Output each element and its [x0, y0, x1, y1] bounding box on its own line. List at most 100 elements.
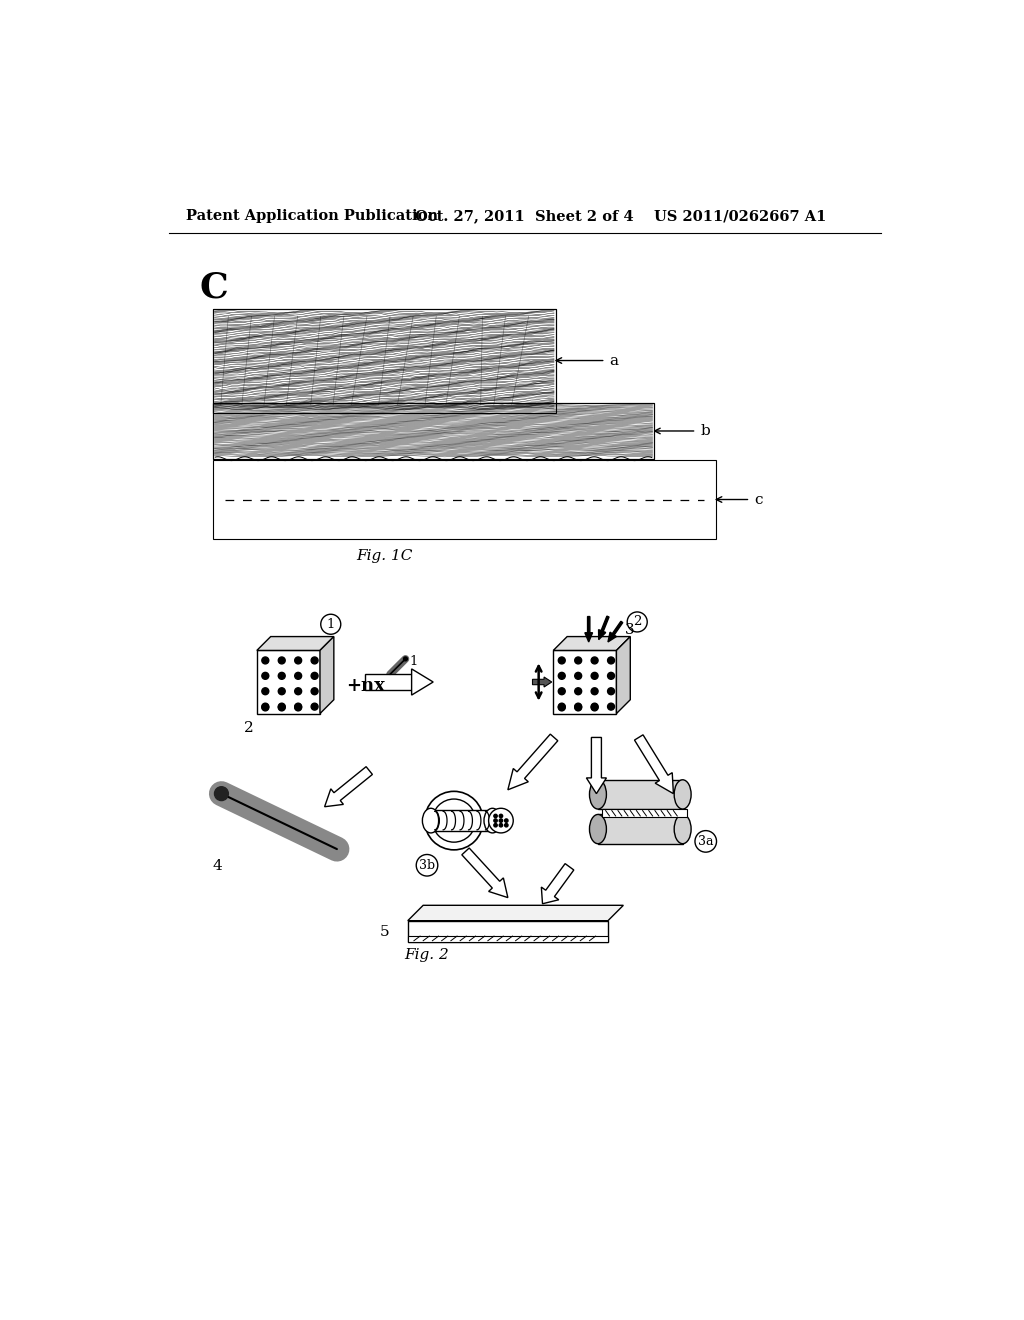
- Circle shape: [295, 704, 302, 710]
- Circle shape: [262, 672, 268, 680]
- Ellipse shape: [422, 808, 439, 833]
- Text: 3: 3: [625, 623, 635, 636]
- FancyArrow shape: [599, 616, 609, 640]
- Circle shape: [591, 704, 598, 711]
- Circle shape: [607, 657, 614, 664]
- Circle shape: [262, 657, 268, 664]
- Circle shape: [591, 657, 598, 664]
- Circle shape: [295, 657, 302, 664]
- FancyArrow shape: [587, 738, 606, 793]
- Circle shape: [500, 824, 503, 826]
- Bar: [602, 809, 686, 817]
- FancyArrow shape: [608, 622, 623, 642]
- Polygon shape: [553, 636, 631, 651]
- Bar: [213, 309, 556, 412]
- Text: Patent Application Publication: Patent Application Publication: [186, 209, 438, 223]
- Circle shape: [494, 824, 498, 826]
- Text: 1: 1: [327, 618, 335, 631]
- Circle shape: [558, 657, 565, 664]
- Circle shape: [488, 808, 513, 833]
- Bar: [598, 780, 683, 809]
- Bar: [213, 404, 654, 459]
- Text: c: c: [755, 492, 763, 507]
- Circle shape: [574, 688, 582, 694]
- Bar: [598, 814, 683, 843]
- Circle shape: [403, 657, 408, 661]
- Circle shape: [311, 688, 318, 694]
- Circle shape: [628, 612, 647, 632]
- Circle shape: [574, 704, 582, 711]
- Circle shape: [432, 799, 475, 842]
- Text: 3a: 3a: [698, 834, 714, 847]
- Circle shape: [311, 704, 318, 710]
- Circle shape: [500, 818, 503, 822]
- Circle shape: [500, 814, 503, 817]
- Circle shape: [416, 854, 438, 876]
- Text: 4: 4: [213, 859, 222, 873]
- Text: 5: 5: [380, 925, 389, 940]
- Text: 2: 2: [633, 615, 641, 628]
- Circle shape: [558, 704, 565, 710]
- Bar: [366, 675, 412, 689]
- Circle shape: [505, 824, 508, 826]
- Circle shape: [591, 704, 598, 710]
- Circle shape: [311, 657, 318, 664]
- Circle shape: [262, 688, 268, 694]
- Text: +nx: +nx: [346, 677, 385, 694]
- Bar: [213, 404, 654, 459]
- Circle shape: [505, 818, 508, 822]
- Circle shape: [262, 704, 268, 711]
- Bar: [408, 921, 608, 942]
- Text: Oct. 27, 2011  Sheet 2 of 4: Oct. 27, 2011 Sheet 2 of 4: [416, 209, 634, 223]
- Circle shape: [607, 704, 614, 710]
- Circle shape: [695, 830, 717, 853]
- Ellipse shape: [590, 814, 606, 843]
- Text: 2: 2: [244, 721, 253, 735]
- Ellipse shape: [674, 780, 691, 809]
- Circle shape: [558, 704, 565, 711]
- FancyArrow shape: [508, 734, 558, 789]
- FancyArrow shape: [532, 677, 552, 686]
- Circle shape: [574, 672, 582, 680]
- Circle shape: [591, 672, 598, 680]
- Circle shape: [321, 614, 341, 635]
- Circle shape: [558, 672, 565, 680]
- Circle shape: [494, 818, 498, 822]
- Text: 1: 1: [410, 656, 418, 668]
- Text: 3b: 3b: [419, 859, 435, 871]
- Circle shape: [295, 672, 302, 680]
- Circle shape: [311, 672, 318, 680]
- FancyArrow shape: [462, 847, 508, 898]
- Polygon shape: [412, 669, 433, 696]
- Circle shape: [607, 672, 614, 680]
- Circle shape: [279, 688, 286, 694]
- Text: a: a: [609, 354, 618, 367]
- Text: b: b: [700, 424, 710, 438]
- FancyArrow shape: [585, 616, 593, 642]
- Text: Fig. 1C: Fig. 1C: [356, 549, 413, 562]
- Circle shape: [295, 688, 302, 694]
- Bar: [213, 309, 556, 412]
- Text: Fig. 2: Fig. 2: [404, 948, 450, 962]
- Circle shape: [295, 704, 302, 711]
- FancyArrow shape: [325, 767, 373, 807]
- Bar: [213, 461, 716, 539]
- Bar: [431, 810, 493, 832]
- Bar: [408, 936, 608, 942]
- Bar: [553, 651, 616, 714]
- Circle shape: [214, 787, 228, 800]
- Polygon shape: [616, 636, 631, 714]
- Circle shape: [279, 672, 286, 680]
- Circle shape: [591, 688, 598, 694]
- Circle shape: [574, 704, 582, 710]
- Polygon shape: [257, 636, 334, 651]
- Polygon shape: [319, 636, 334, 714]
- Text: US 2011/0262667 A1: US 2011/0262667 A1: [654, 209, 826, 223]
- Circle shape: [279, 704, 286, 711]
- Polygon shape: [408, 906, 624, 921]
- Ellipse shape: [484, 808, 501, 833]
- Text: C: C: [200, 271, 228, 305]
- Circle shape: [279, 704, 286, 710]
- Circle shape: [574, 657, 582, 664]
- Ellipse shape: [590, 780, 606, 809]
